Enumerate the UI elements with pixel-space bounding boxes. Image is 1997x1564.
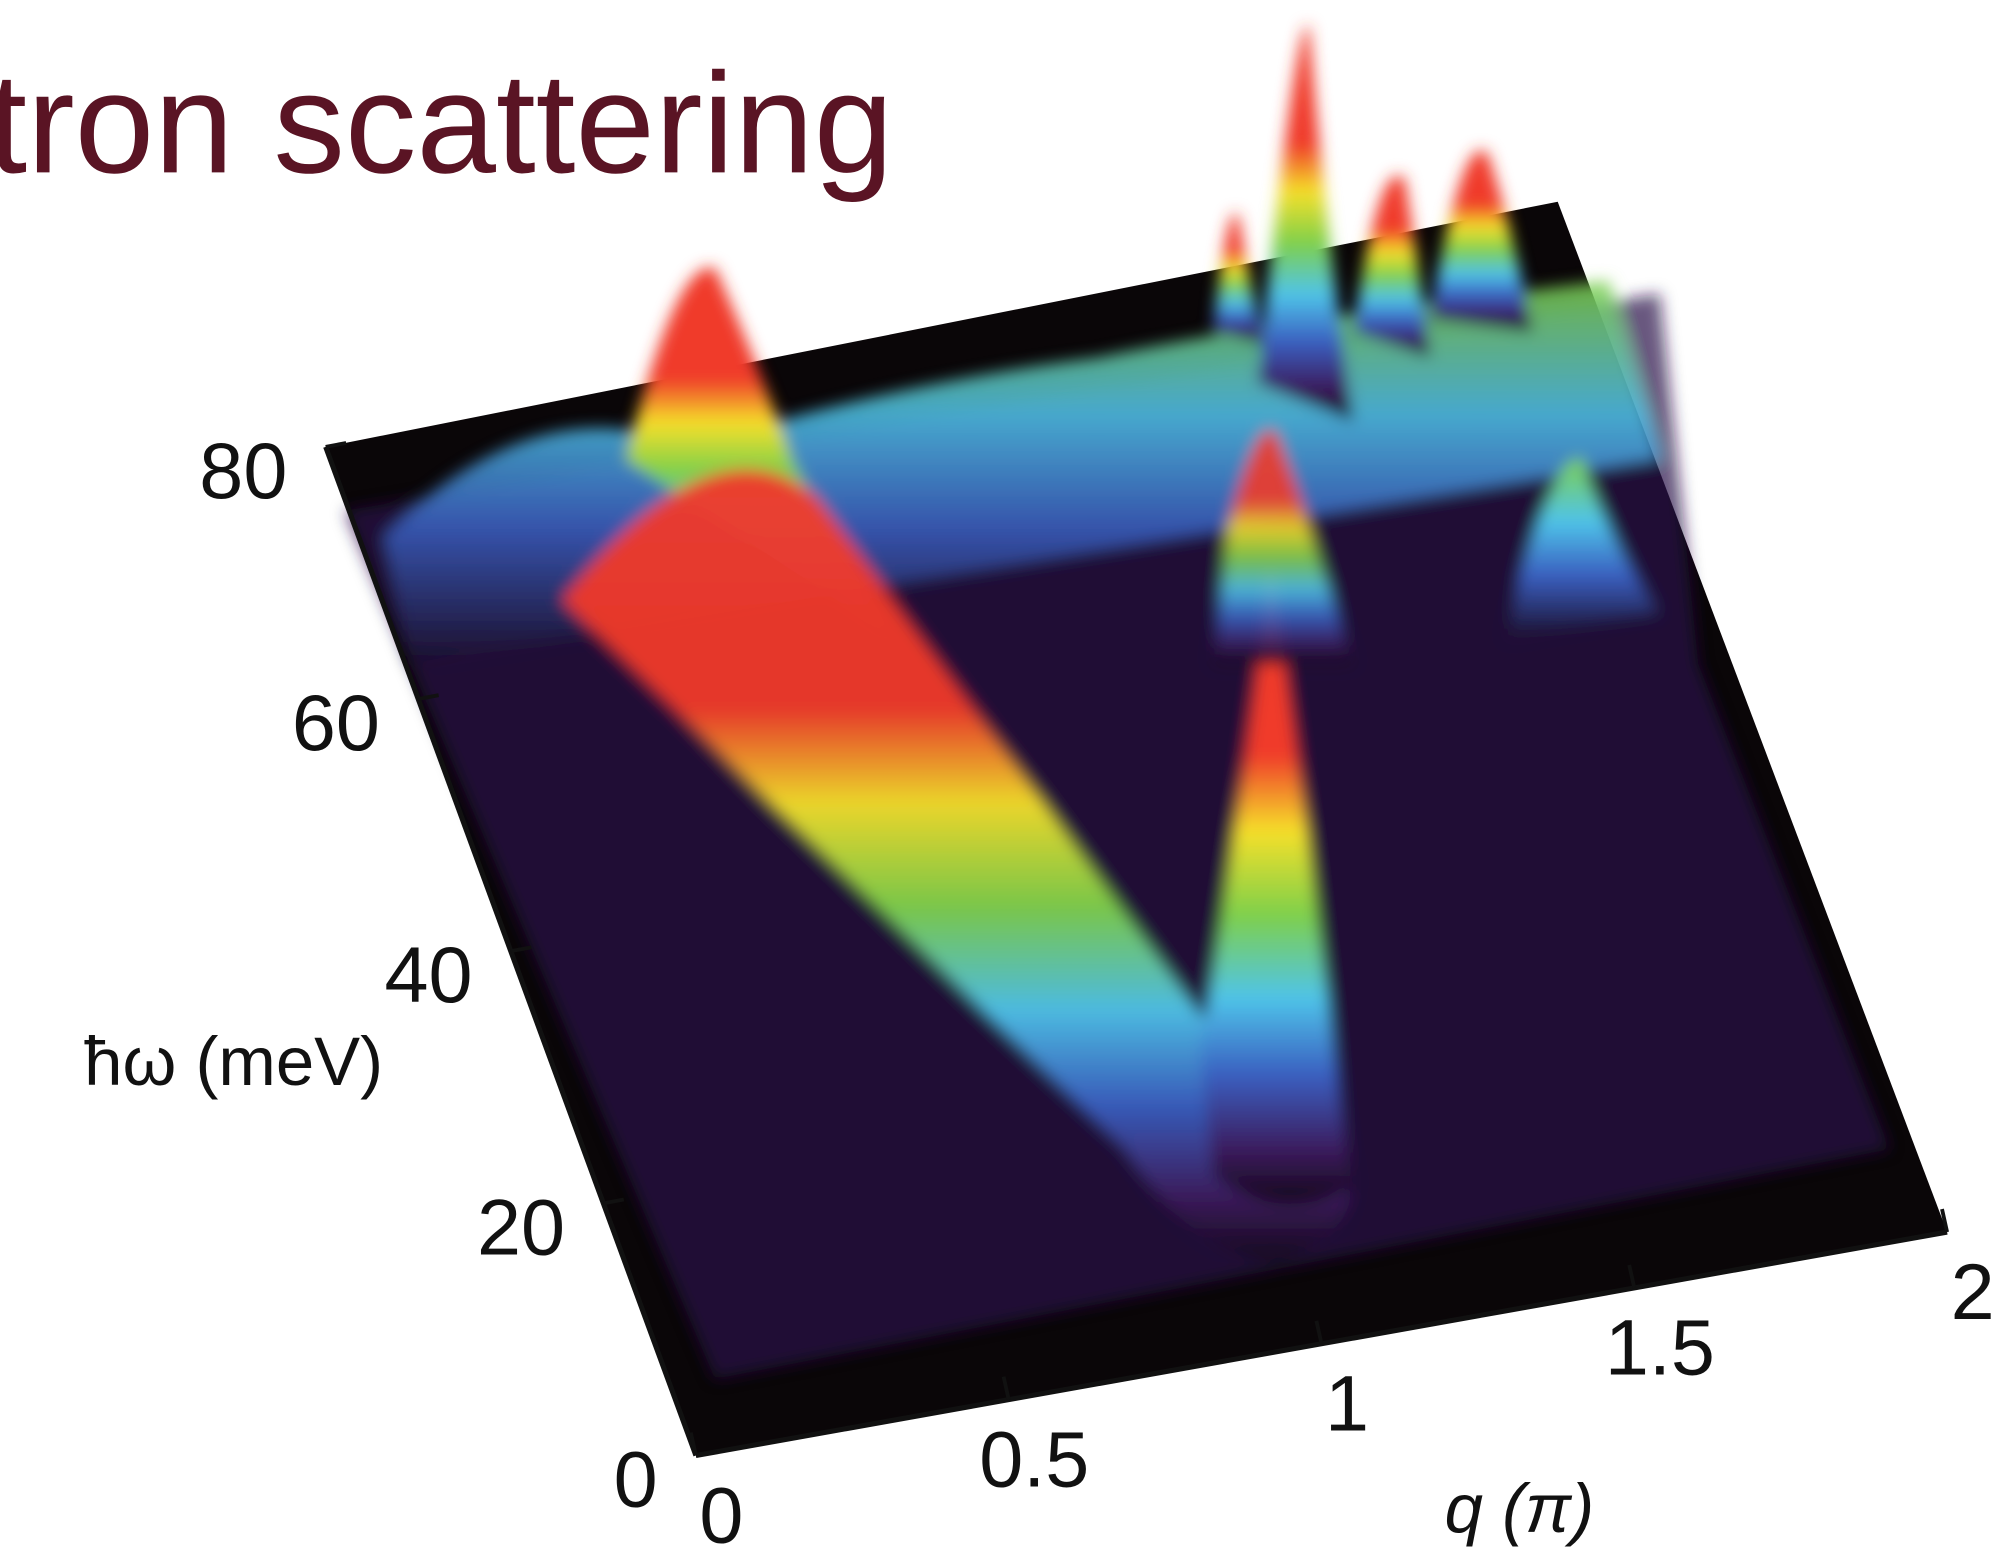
y-tick-label: 0 xyxy=(614,1435,658,1524)
y-tick-label: 60 xyxy=(292,678,380,767)
chart-title: tron scattering xyxy=(0,44,893,203)
x-tick-label: 2 xyxy=(1951,1247,1995,1336)
y-tick-label: 80 xyxy=(199,426,287,515)
y-tick xyxy=(602,1197,625,1206)
x-tick-label: 0.5 xyxy=(979,1414,1089,1503)
y-tick-label: 20 xyxy=(477,1182,565,1271)
y-tick xyxy=(510,945,532,954)
x-tick-label: 1 xyxy=(1325,1359,1369,1448)
y-tick-label: 40 xyxy=(384,930,472,1019)
x-tick xyxy=(1314,1320,1324,1345)
surface-decoration xyxy=(344,25,1890,1379)
x-tick xyxy=(1940,1208,1949,1233)
x-tick xyxy=(688,1432,698,1456)
y-tick xyxy=(325,441,347,449)
x-tick xyxy=(1627,1264,1637,1289)
x-tick-label: 0 xyxy=(699,1470,743,1559)
y-tick xyxy=(695,1449,717,1458)
y-axis-label: ħω (meV) xyxy=(84,1023,383,1100)
x-tick xyxy=(1001,1376,1011,1401)
x-tick-label: 1.5 xyxy=(1605,1303,1715,1392)
y-tick xyxy=(417,693,440,701)
x-axis-label: q (π) xyxy=(1445,1470,1595,1547)
